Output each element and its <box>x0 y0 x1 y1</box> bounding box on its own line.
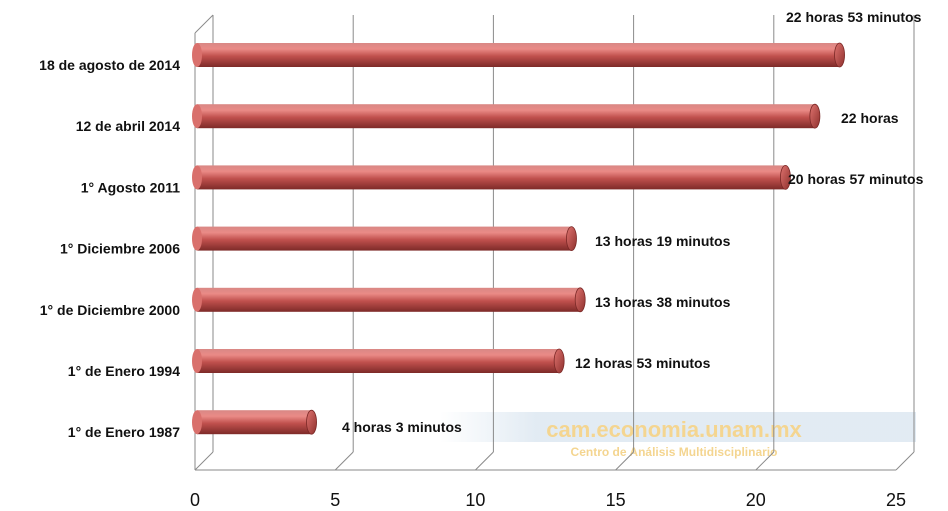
bar-start-cap <box>192 349 202 373</box>
bar-start-cap <box>192 410 202 435</box>
bar-end-cap <box>566 226 577 252</box>
x-tick-label: 5 <box>330 490 340 510</box>
chart-labels: 0 5 10 15 20 25 18 de agosto de 2014 12 de abri… <box>39 9 923 510</box>
data-label: 13 horas 19 minutos <box>595 233 731 249</box>
x-tick-label: 20 <box>746 490 766 510</box>
x-tick-label: 15 <box>606 490 626 510</box>
data-label: 12 horas 53 minutos <box>575 355 711 371</box>
category-label: 1° de Enero 1994 <box>68 363 180 379</box>
data-label: 22 horas 53 minutos <box>786 9 922 25</box>
category-label: 1° Diciembre 2006 <box>60 241 180 257</box>
bar-end-cap <box>780 164 791 190</box>
bar <box>197 349 560 373</box>
category-label: 18 de agosto de 2014 <box>39 57 180 73</box>
floor-gridline-20 <box>755 451 775 471</box>
floor-gridline-25 <box>895 451 915 471</box>
bar-start-cap <box>192 226 202 251</box>
bar-end-cap <box>306 409 317 435</box>
category-label: 1° de Diciembre 2000 <box>40 302 180 318</box>
y-axis-top-edge <box>194 14 214 34</box>
bar <box>197 287 581 312</box>
bar-start-cap <box>192 165 202 190</box>
bar-end-cap <box>809 103 821 129</box>
bar <box>197 165 786 190</box>
bar-start-cap <box>192 287 202 312</box>
floor-gridline-10 <box>475 451 494 471</box>
bar <box>197 410 312 435</box>
watermark: cam.economia.unam.mx Centro de Análisis M… <box>440 412 916 459</box>
watermark-band <box>440 412 916 442</box>
bar <box>197 43 840 67</box>
x-tick-label: 10 <box>465 490 485 510</box>
category-label: 1° de Enero 1987 <box>68 424 180 440</box>
watermark-subtitle: Centro de Análisis Multidisciplinario <box>571 445 778 459</box>
bar-end-cap <box>574 287 586 313</box>
bar-start-cap <box>192 43 202 67</box>
bar-start-cap <box>192 104 202 129</box>
bar-series <box>192 42 845 435</box>
bar-end-cap <box>553 348 565 374</box>
x-tick-label: 25 <box>886 490 906 510</box>
floor-gridline-15 <box>615 451 634 471</box>
data-label: 20 horas 57 minutos <box>788 171 924 187</box>
category-label: 12 de abril 2014 <box>76 118 181 134</box>
floor-gridline-0 <box>194 451 214 471</box>
bar <box>197 104 815 129</box>
floor-gridline-5 <box>334 451 354 471</box>
bar-end-cap <box>834 42 845 68</box>
data-label: 4 horas 3 minutos <box>342 419 462 435</box>
category-label: 1° Agosto 2011 <box>81 179 180 195</box>
x-tick-label: 0 <box>190 490 200 510</box>
data-label: 13 horas 38 minutos <box>595 294 731 310</box>
bar <box>197 226 572 251</box>
data-label: 22 horas <box>841 110 899 126</box>
watermark-title: cam.economia.unam.mx <box>546 417 802 442</box>
